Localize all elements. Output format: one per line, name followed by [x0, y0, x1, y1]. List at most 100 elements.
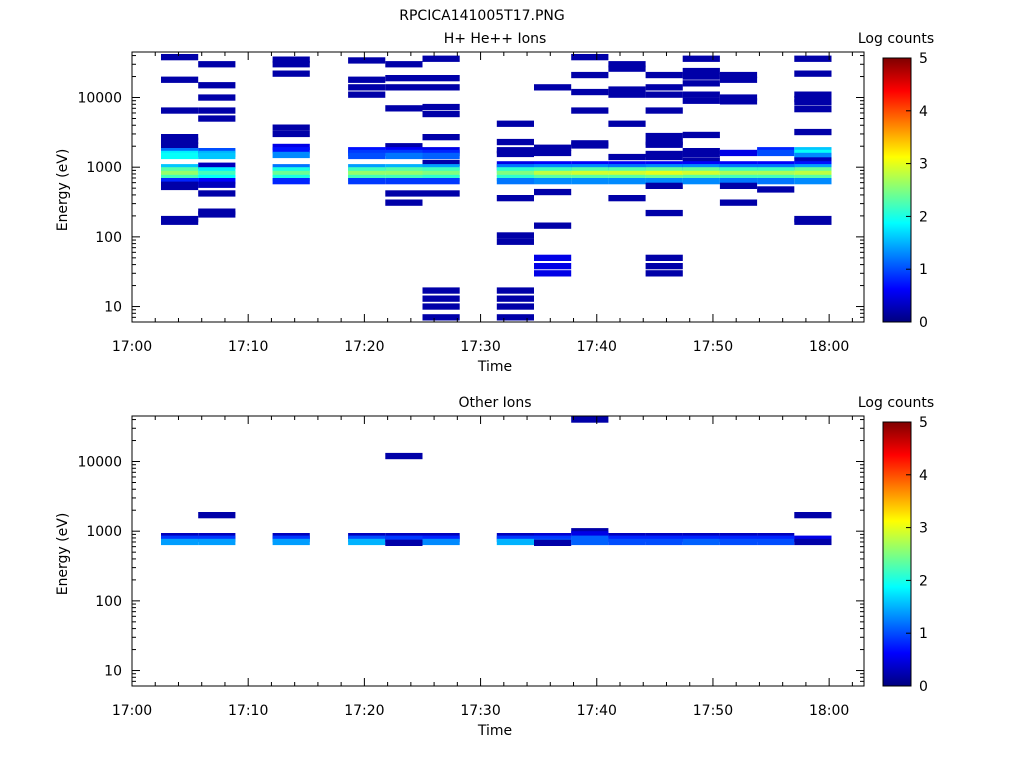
spectrogram-cell	[161, 167, 199, 174]
panel-bottom-colorbar-ticks: 0 1 2 3 4 5	[906, 415, 928, 695]
spectrogram-cell	[571, 170, 609, 178]
spectrogram-cell	[348, 535, 386, 542]
x-tick-label: 17:00	[112, 339, 152, 355]
spectrogram-cell	[608, 61, 646, 68]
x-tick-label: 17:00	[112, 703, 152, 719]
spectrogram-cell	[385, 75, 423, 82]
spectrogram-cell	[682, 55, 720, 62]
spectrogram-cell	[422, 103, 460, 111]
spectrogram-cell	[682, 97, 720, 104]
spectrogram-cell	[794, 152, 832, 160]
panel-bottom-frame	[131, 415, 865, 687]
spectrogram-cell	[161, 137, 199, 144]
panel-top-cells	[161, 54, 832, 321]
spectrogram-cell	[272, 124, 310, 131]
spectrogram-cell	[794, 95, 832, 103]
spectrogram-cell	[385, 539, 423, 546]
spectrogram-cell	[348, 76, 386, 83]
spectrogram-cell	[719, 71, 758, 79]
x-tick-label: 17:40	[577, 703, 617, 719]
panel-bottom-cells	[161, 416, 832, 546]
spectrogram-cell	[198, 512, 236, 519]
spectrogram-cell	[161, 178, 199, 185]
spectrogram-cell	[682, 91, 720, 98]
spectrogram-cell	[422, 295, 460, 302]
spectrogram-cell	[272, 56, 310, 63]
spectrogram-cell	[198, 162, 236, 169]
spectrogram-cell	[794, 55, 832, 62]
spectrogram-cell	[608, 538, 646, 546]
spectrogram-cell	[645, 141, 683, 148]
spectrogram-cell	[534, 535, 572, 542]
figure-title: RPCICA141005T17.PNG	[399, 8, 564, 24]
spectrogram-cell	[198, 152, 236, 160]
spectrogram-cell	[198, 178, 236, 185]
spectrogram-cell	[571, 167, 609, 174]
spectrogram-cell	[794, 535, 832, 542]
spectrogram-cell	[422, 84, 460, 91]
colorbar-tick-label: 3	[919, 521, 928, 537]
spectrogram-cell	[682, 131, 720, 139]
spectrogram-cell	[719, 538, 758, 546]
colorbar-tick-label: 0	[919, 315, 928, 331]
spectrogram-cell	[385, 170, 423, 178]
spectrogram-cell	[496, 138, 534, 146]
spectrogram-cell	[198, 170, 236, 178]
spectrogram-cell	[496, 150, 534, 158]
spectrogram-cell	[719, 149, 758, 157]
x-tick-label: 17:50	[693, 703, 733, 719]
spectrogram-cell	[534, 84, 572, 91]
spectrogram-cell	[719, 182, 758, 189]
spectrogram-cell	[571, 535, 609, 542]
spectrogram-cell	[198, 535, 236, 542]
spectrogram-cell	[757, 170, 795, 178]
spectrogram-cell	[794, 178, 832, 185]
panel-bottom: Other Ions 17:00 17:10 17:20 17:30 17:40 17:5…	[55, 395, 934, 739]
spectrogram-cell	[645, 91, 683, 98]
spectrogram-cell	[161, 142, 199, 149]
spectrogram-cell	[198, 174, 236, 182]
spectrogram-cell	[645, 178, 683, 185]
spectrogram-cell	[161, 76, 199, 83]
y-tick-label: 10000	[77, 455, 122, 471]
spectrogram-cell	[198, 82, 236, 89]
x-tick-label: 17:50	[693, 339, 733, 355]
spectrogram-cell	[571, 88, 609, 96]
spectrogram-cell	[496, 167, 534, 174]
spectrogram-cell	[161, 535, 199, 542]
spectrogram-cell	[757, 174, 795, 182]
spectrogram-cell	[794, 70, 832, 77]
spectrogram-cell	[645, 132, 683, 140]
y-tick-label: 10	[104, 300, 122, 316]
spectrogram-cell	[496, 238, 534, 245]
spectrogram-cell	[422, 167, 460, 174]
spectrogram-cell	[348, 57, 386, 64]
spectrogram-cell	[608, 65, 646, 72]
spectrogram-cell	[645, 174, 683, 182]
spectrogram-cell	[645, 170, 683, 178]
spectrogram-cell	[385, 84, 423, 91]
spectrogram-cell	[757, 178, 795, 185]
spectrogram-cell	[794, 170, 832, 178]
spectrogram-cell	[272, 130, 310, 138]
colorbar-tick-label: 3	[919, 157, 928, 173]
spectrogram-cell	[719, 178, 758, 185]
spectrogram-cell	[348, 91, 386, 98]
spectrogram-cell	[496, 170, 534, 178]
panel-top-colorbar-ticks: 0 1 2 3 4 5	[906, 51, 928, 331]
colorbar-tick-label: 5	[919, 51, 928, 67]
spectrogram-cell	[534, 222, 572, 229]
spectrogram-cell	[719, 94, 758, 101]
spectrogram-cell	[422, 159, 460, 167]
spectrogram-cell	[682, 157, 720, 164]
spectrogram-cell	[385, 167, 423, 174]
spectrogram-cell	[422, 538, 460, 546]
spectrogram-cell	[645, 270, 683, 277]
colorbar-tick-label: 5	[919, 415, 928, 431]
spectrogram-cell	[534, 539, 572, 546]
spectrogram-cell	[161, 183, 199, 191]
x-tick-label: 18:00	[809, 703, 849, 719]
spectrogram-cell	[348, 152, 386, 160]
spectrogram-cell	[422, 110, 460, 118]
spectrogram-cell	[272, 538, 310, 546]
